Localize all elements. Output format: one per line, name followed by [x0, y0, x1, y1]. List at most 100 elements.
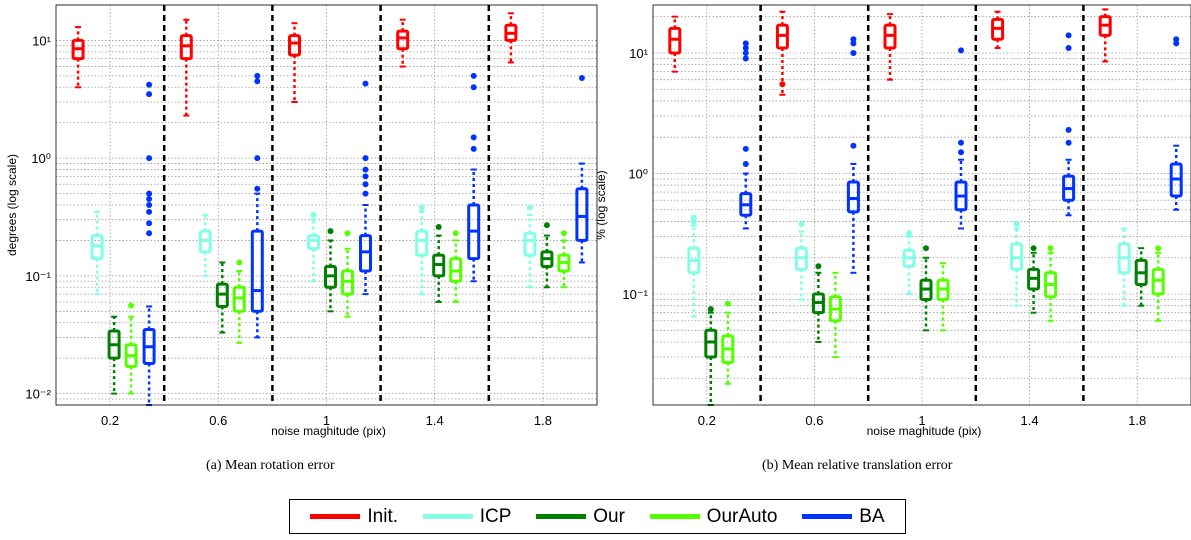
plot-frame: [652, 4, 1191, 406]
outlier: [327, 228, 334, 235]
x-tick-label: 0.2: [101, 413, 119, 428]
x-axis-label: noise maghitude (pix): [867, 424, 982, 438]
outlier: [742, 160, 749, 167]
outlier: [906, 230, 912, 237]
box-1.4: [432, 224, 446, 303]
series-init: [668, 8, 1112, 96]
x-tick-label: 0.2: [698, 413, 716, 428]
chart-panel-1: 10⁻¹ 10⁰ 10¹ 0.2 0.6 1 1.4 1.8 noise maghitude (…: [594, 4, 1191, 438]
legend-swatch-ba: [802, 514, 853, 519]
outlier: [418, 204, 425, 211]
outlier: [362, 80, 369, 87]
box-1.4: [1062, 32, 1076, 217]
series-our: [107, 222, 554, 395]
box-0.2: [71, 26, 85, 89]
y-tick-label: 10⁰: [628, 166, 648, 181]
legend-swatch-init: [310, 514, 361, 519]
outlier: [146, 190, 153, 197]
box-1.4: [1044, 245, 1058, 322]
box-0.2: [124, 302, 138, 395]
box-body: [415, 229, 429, 257]
series-init: [71, 12, 518, 117]
outlier: [1047, 245, 1054, 252]
outlier: [1065, 126, 1072, 133]
outlier: [958, 47, 964, 54]
outlier: [362, 166, 369, 173]
outlier: [850, 36, 857, 43]
outlier: [236, 259, 243, 266]
box-1.4: [415, 204, 429, 296]
outlier: [958, 139, 964, 146]
box-1: [919, 245, 933, 332]
box-1.8: [1151, 245, 1165, 322]
outlier: [310, 211, 317, 218]
outlier: [724, 300, 731, 307]
outlier: [146, 91, 153, 98]
outlier: [1065, 44, 1072, 51]
outlier: [1065, 32, 1072, 39]
box-0.6: [198, 213, 212, 277]
box-1.8: [1169, 36, 1183, 211]
outlier: [470, 134, 477, 141]
outlier: [690, 214, 697, 221]
outlier: [560, 230, 567, 237]
box-1: [307, 211, 320, 283]
box-1.4: [991, 10, 1005, 49]
outlier: [1065, 139, 1072, 146]
box-body: [523, 231, 537, 257]
chart-panel-0: 10⁻² 10⁻¹ 10⁰ 10¹ 0.2 0.6 1 1.4 1.8 noise maghitu…: [5, 4, 598, 438]
outlier: [254, 72, 261, 79]
box-0.2: [107, 315, 121, 395]
outlier: [707, 306, 714, 313]
outlier: [470, 84, 477, 91]
outlier: [1155, 245, 1162, 252]
box-1.4: [1027, 245, 1041, 314]
outlier: [254, 78, 261, 85]
x-tick-label: 1.8: [1128, 413, 1146, 428]
outlier: [344, 230, 351, 237]
box-0.6: [794, 221, 808, 301]
outlier: [742, 49, 749, 56]
series-ourauto: [124, 230, 571, 395]
outlier: [578, 74, 585, 81]
legend-swatch-icp: [422, 514, 473, 519]
legend-label-ba: BA: [859, 505, 885, 527]
legend-label-ourauto: OurAuto: [706, 505, 778, 527]
box-body: [288, 34, 301, 57]
box-1.8: [1117, 227, 1131, 307]
outlier: [254, 185, 261, 192]
box-body: [250, 229, 264, 313]
outlier: [1173, 40, 1180, 47]
outlier: [1173, 36, 1180, 43]
outlier: [850, 49, 857, 56]
series-icp: [687, 214, 1131, 318]
outlier: [146, 208, 153, 215]
box-0.2: [90, 210, 104, 296]
outlier: [254, 155, 261, 162]
box-1.4: [1010, 221, 1024, 307]
outlier: [779, 81, 786, 88]
legend-swatch-ourauto: [649, 514, 700, 519]
box-0.2: [704, 306, 718, 406]
box-body: [704, 328, 718, 359]
legend-swatch-our: [536, 514, 587, 519]
box-1: [954, 47, 968, 230]
outlier: [435, 224, 442, 231]
series-ba: [739, 32, 1183, 274]
outlier: [958, 149, 964, 156]
outlier: [362, 155, 369, 162]
outlier: [742, 145, 749, 152]
box-1.4: [467, 72, 481, 283]
box-1.8: [1134, 247, 1148, 307]
outlier: [452, 230, 459, 237]
box-0.2: [721, 300, 735, 385]
box-1.8: [557, 230, 571, 289]
box-1.4: [449, 230, 463, 303]
outlier: [1013, 221, 1020, 228]
y-tick-label: 10⁰: [31, 151, 51, 166]
legend: Init. ICP Our OurAuto BA: [289, 499, 906, 534]
box-1.8: [504, 12, 518, 64]
outlier: [850, 40, 857, 47]
outlier: [742, 44, 749, 51]
outlier: [128, 302, 135, 309]
